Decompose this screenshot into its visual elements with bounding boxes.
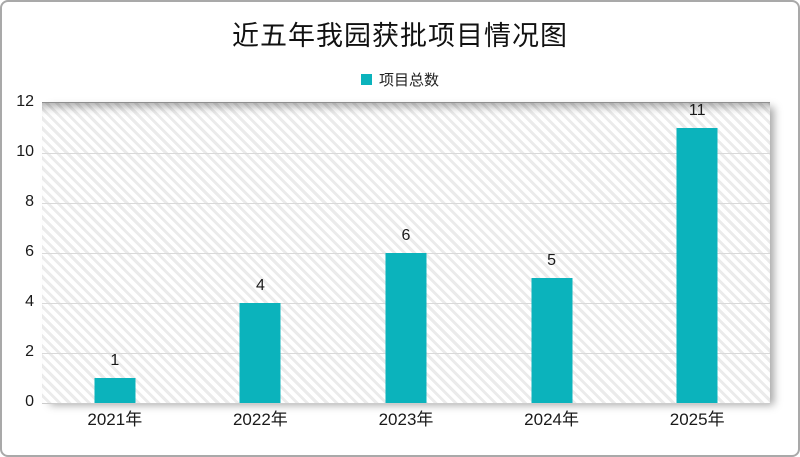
bar-value-label: 1 — [110, 352, 120, 369]
bar-2021年 — [94, 378, 136, 403]
x-axis-label: 2025年 — [669, 410, 725, 429]
bar-2024年 — [531, 278, 573, 403]
bar-2023年 — [385, 253, 427, 403]
y-axis-tick: 6 — [25, 243, 34, 260]
x-axis-label: 2021年 — [87, 410, 143, 429]
y-axis: 0 2 4 6 8 10 12 — [2, 93, 34, 410]
x-axis: 2021年 2022年 2023年 2024年 2025年 — [42, 409, 770, 435]
x-axis-label: 2023年 — [378, 410, 434, 429]
y-axis-tick: 10 — [16, 143, 34, 160]
x-axis-label: 2024年 — [524, 410, 580, 429]
y-axis-tick: 12 — [16, 93, 34, 110]
y-axis-tick: 2 — [25, 343, 34, 360]
plot-area: 1 4 6 5 11 — [42, 102, 770, 404]
x-axis-label: 2022年 — [232, 410, 288, 429]
gridline — [42, 153, 770, 154]
y-axis-tick: 8 — [25, 193, 34, 210]
bar-value-label: 5 — [547, 252, 557, 269]
y-axis-tick: 0 — [25, 393, 34, 410]
legend-label: 项目总数 — [378, 72, 439, 89]
bar-value-label: 4 — [255, 277, 265, 294]
bar-value-label: 6 — [401, 227, 411, 244]
y-axis-tick: 4 — [25, 293, 34, 310]
gridline — [42, 203, 770, 204]
chart-title: 近五年我园获批项目情况图 — [232, 21, 568, 51]
legend: 项目总数 — [2, 69, 798, 90]
legend-marker-square — [360, 74, 372, 85]
bar-2022年 — [239, 303, 281, 403]
bar-2025年 — [676, 128, 718, 403]
bar-value-label: 11 — [688, 102, 706, 119]
